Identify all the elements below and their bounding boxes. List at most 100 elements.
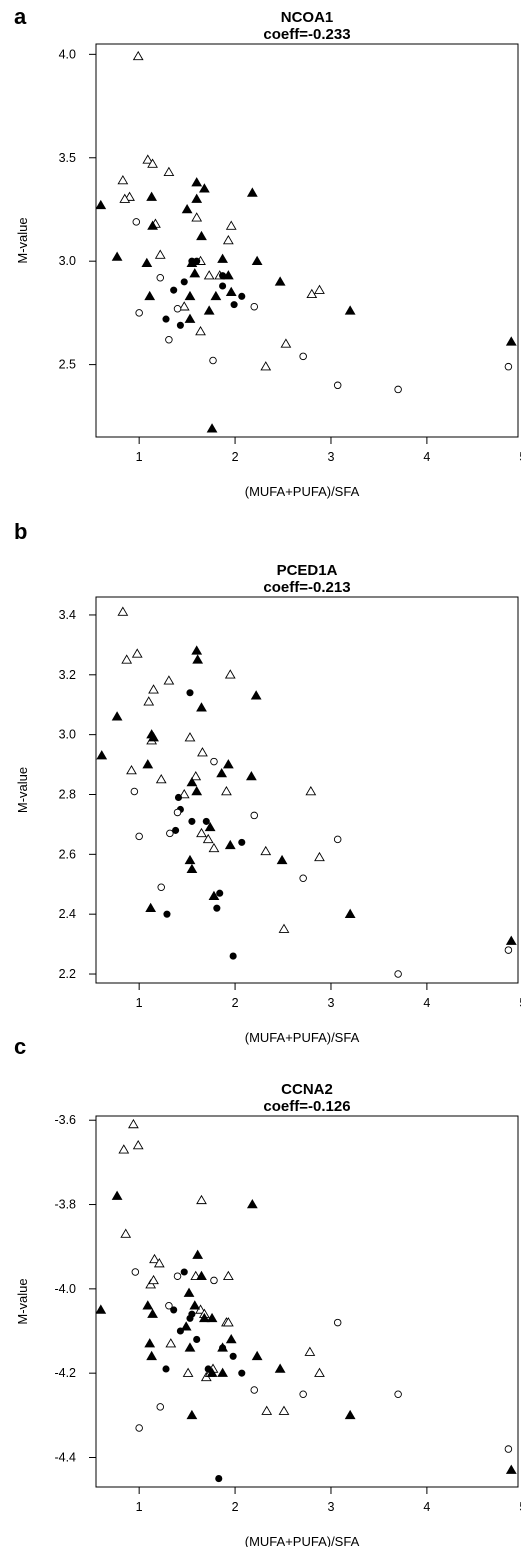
data-point-open-triangle [153,1258,165,1268]
panel-letter: b [14,519,27,544]
data-point-open-triangle [148,1274,159,1285]
data-point-filled-triangle [146,1350,158,1361]
data-point-filled-triangle [206,423,218,433]
data-point-filled-triangle [217,253,228,263]
x-tick-label: 2 [232,996,239,1010]
y-axis-label: M-value [15,767,30,813]
data-point-filled-triangle [191,177,203,187]
data-point-open-triangle [121,654,133,664]
x-tick-label: 4 [423,996,430,1010]
data-point-filled-triangle [203,305,215,315]
data-point-filled-triangle [206,1312,218,1323]
data-point-filled-triangle [95,199,107,210]
data-point-filled-triangle [344,305,356,315]
data-point-filled-triangle [192,654,204,664]
data-point-filled-circle [162,315,170,323]
y-tick-label: -3.8 [54,1198,76,1212]
data-point-open-circle [173,305,182,313]
data-point-filled-triangle [186,1409,198,1420]
data-point-filled-circle [202,817,210,825]
data-point-open-triangle [191,212,203,222]
data-point-filled-triangle [505,935,517,945]
data-point-filled-triangle [141,257,153,268]
data-point-filled-triangle [225,1333,237,1344]
data-point-open-triangle [117,175,129,185]
data-point-open-triangle [222,1270,234,1280]
data-point-filled-circle [204,1365,212,1373]
data-point-open-circle [131,1268,140,1276]
data-point-filled-circle [219,1344,227,1352]
data-point-open-circle [173,808,182,817]
data-point-open-triangle [190,771,202,781]
data-point-open-triangle [304,1346,316,1356]
data-point-open-triangle [202,833,214,844]
data-point-filled-triangle [224,839,236,850]
data-point-open-triangle [195,326,206,336]
data-point-filled-triangle [142,759,154,769]
data-point-open-circle [394,970,402,978]
data-point-filled-triangle [192,1249,204,1259]
data-point-filled-triangle [184,313,196,323]
data-point-filled-circle [163,910,171,918]
data-point-filled-triangle [251,255,263,265]
data-point-filled-circle [188,817,196,825]
data-point-filled-triangle [344,1409,356,1420]
data-point-filled-triangle [246,187,258,197]
data-point-open-circle [165,336,173,344]
data-point-filled-triangle [142,1300,154,1310]
data-point-open-triangle [261,1405,273,1415]
data-point-open-triangle [222,235,234,245]
data-point-filled-circle [186,689,194,697]
chart-subtitle: coeff=-0.126 [263,1098,350,1115]
x-tick-label: 4 [423,1500,430,1514]
data-point-filled-triangle [206,1367,218,1377]
x-axis-label: (MUFA+PUFA)/SFA [245,1534,360,1547]
y-axis-label: M-value [15,217,30,263]
data-point-open-triangle [143,696,155,706]
x-tick-label: 5 [519,1500,521,1514]
data-point-filled-triangle [191,193,203,203]
data-point-filled-circle [180,1268,188,1276]
data-point-open-circle [299,874,307,883]
data-point-filled-triangle [145,902,157,912]
data-point-filled-triangle [186,777,198,787]
data-point-open-triangle [149,1253,160,1264]
data-point-filled-triangle [196,1270,207,1280]
data-point-filled-triangle [183,1287,195,1297]
data-point-filled-triangle [191,645,203,655]
data-point-open-triangle [314,1367,325,1377]
data-point-open-triangle [165,1338,177,1348]
x-tick-label: 3 [328,996,335,1010]
x-axis-label: (MUFA+PUFA)/SFA [245,1030,360,1045]
data-point-open-triangle [196,1194,207,1205]
data-point-filled-triangle [191,786,203,796]
data-point-open-triangle [225,220,237,230]
plot-frame [95,43,519,438]
data-point-filled-triangle [186,863,198,874]
data-point-open-circle [394,1390,402,1398]
data-point-open-triangle [178,301,190,311]
data-point-open-triangle [182,1367,194,1377]
data-point-open-triangle [147,158,158,168]
data-point-open-triangle [118,1144,130,1154]
data-point-open-circle [333,835,342,844]
data-point-filled-circle [176,1327,184,1335]
data-point-open-circle [156,273,165,282]
x-tick-label: 1 [136,450,143,464]
data-point-open-circle [299,352,307,361]
data-point-open-circle [165,1301,173,1310]
x-tick-label: 2 [232,1500,239,1514]
data-point-open-triangle [126,765,137,775]
data-point-filled-triangle [217,1367,228,1377]
y-tick-label: 3.4 [59,608,76,622]
data-point-open-triangle [203,270,215,280]
data-point-filled-triangle [196,702,207,712]
data-point-filled-triangle [274,1363,286,1373]
data-point-open-triangle [163,166,175,177]
data-point-filled-circle [213,904,221,912]
y-tick-label: 3.0 [59,254,76,268]
y-tick-label: 3.0 [59,728,76,742]
x-tick-label: 4 [423,450,430,464]
data-point-filled-circle [176,321,184,329]
